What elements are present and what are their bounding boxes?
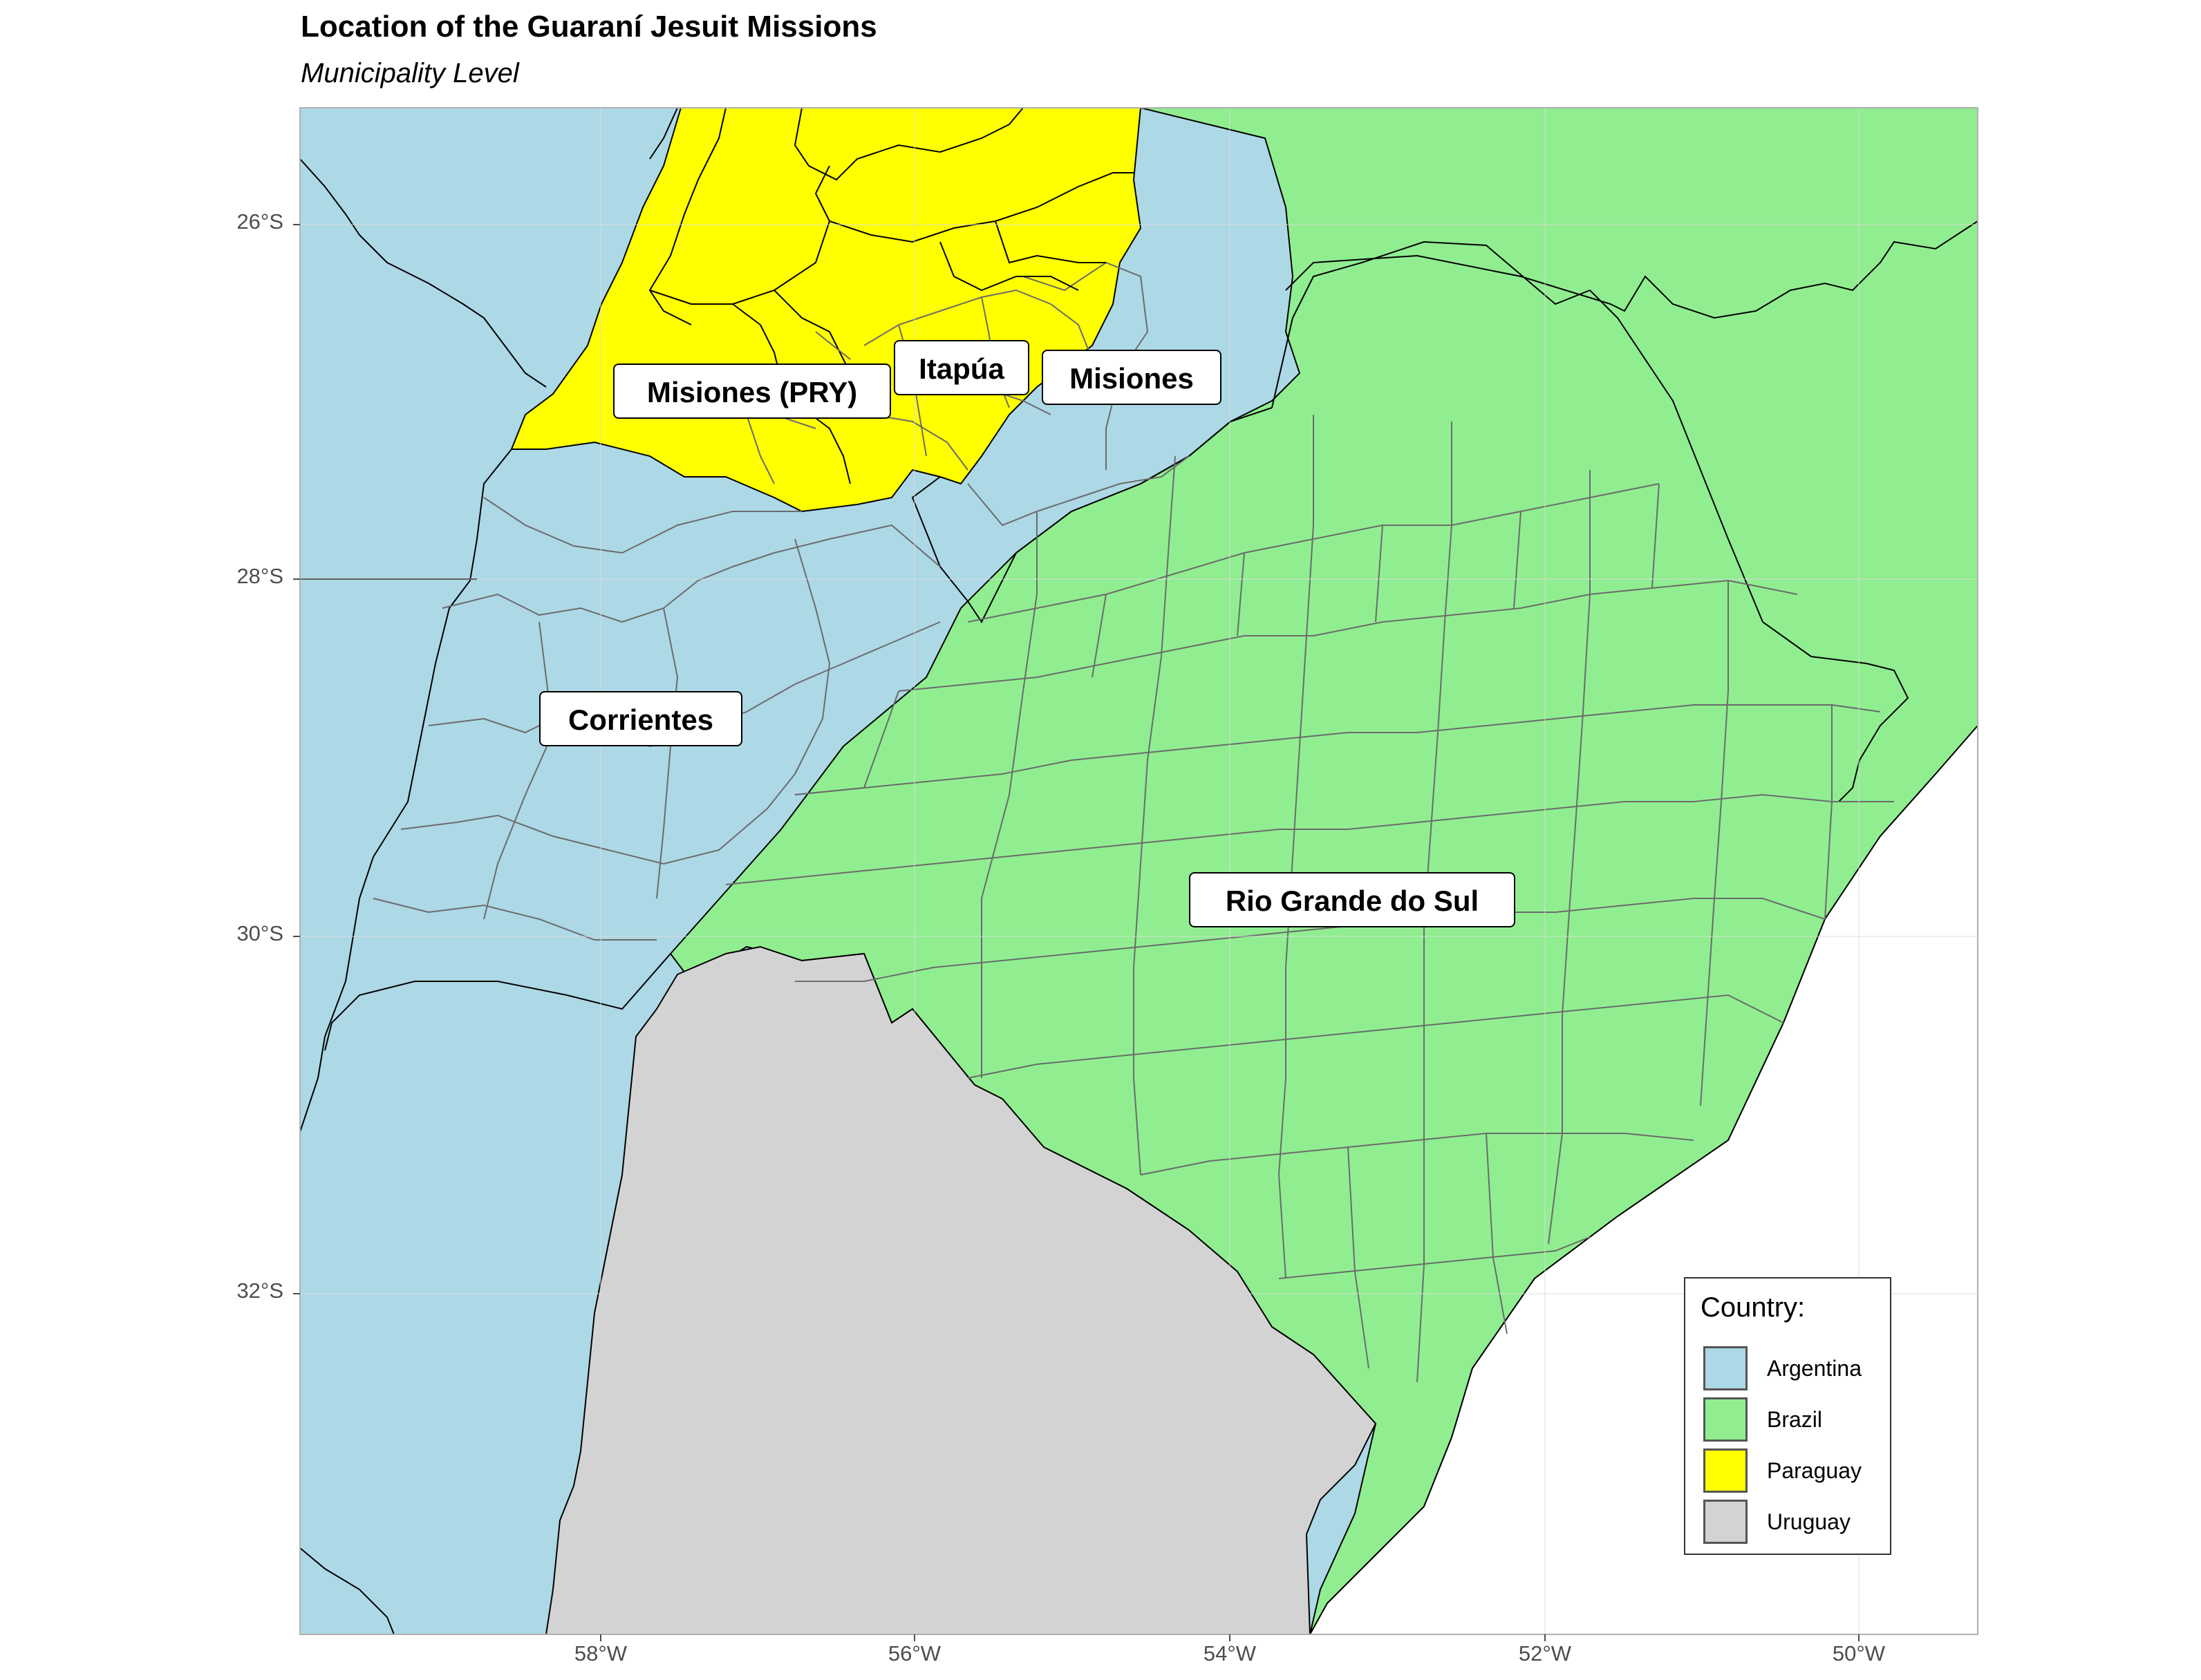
legend-swatch (1703, 1397, 1748, 1442)
label-corrientes: Corrientes (539, 691, 742, 746)
legend-item-uruguay: Uruguay (1703, 1500, 1883, 1545)
legend-item-brazil: Brazil (1703, 1397, 1883, 1443)
argentina-border-west (300, 108, 678, 1634)
legend-title: Country: (1701, 1292, 1806, 1323)
legend-swatch (1703, 1448, 1748, 1493)
legend-item-paraguay: Paraguay (1703, 1448, 1883, 1494)
map-title: Location of the Guaraní Jesuit Missions (301, 10, 877, 44)
label-itapua: Itapúa (894, 340, 1029, 395)
label-misiones-pry: Misiones (PRY) (613, 364, 891, 419)
y-tick-label: 32°S (236, 1278, 283, 1303)
y-tick-label: 26°S (236, 209, 283, 234)
legend-label: Argentina (1767, 1356, 1862, 1381)
x-tick-label: 56°W (888, 1641, 942, 1665)
legend-swatch (1703, 1346, 1748, 1390)
paraguay-borders (648, 108, 1134, 484)
x-tick-label: 52°W (1518, 1641, 1572, 1665)
uruguay-area (545, 945, 1377, 1634)
y-tick-label: 30°S (236, 921, 283, 945)
legend-label: Brazil (1767, 1407, 1823, 1432)
legend-item-argentina: Argentina (1703, 1346, 1883, 1392)
y-tick-label: 28°S (236, 564, 283, 588)
axis-ticks (293, 224, 1860, 1641)
map-subtitle: Municipality Level (301, 58, 519, 88)
label-rio-grande-do-sul: Rio Grande do Sul (1189, 872, 1515, 927)
legend-swatch (1703, 1500, 1748, 1544)
legend: Country: Argentina Brazil Paraguay Urugu… (1684, 1277, 1891, 1555)
label-misiones: Misiones (1042, 350, 1221, 405)
x-tick-label: 54°W (1203, 1641, 1257, 1665)
legend-label: Paraguay (1767, 1458, 1862, 1483)
legend-label: Uruguay (1767, 1509, 1851, 1534)
x-tick-label: 50°W (1832, 1641, 1886, 1665)
argentina-border-misiones (911, 407, 1273, 623)
panel-border (299, 107, 1978, 1635)
brazil-state-border-2 (1285, 220, 1978, 319)
x-tick-label: 58°W (574, 1641, 628, 1665)
